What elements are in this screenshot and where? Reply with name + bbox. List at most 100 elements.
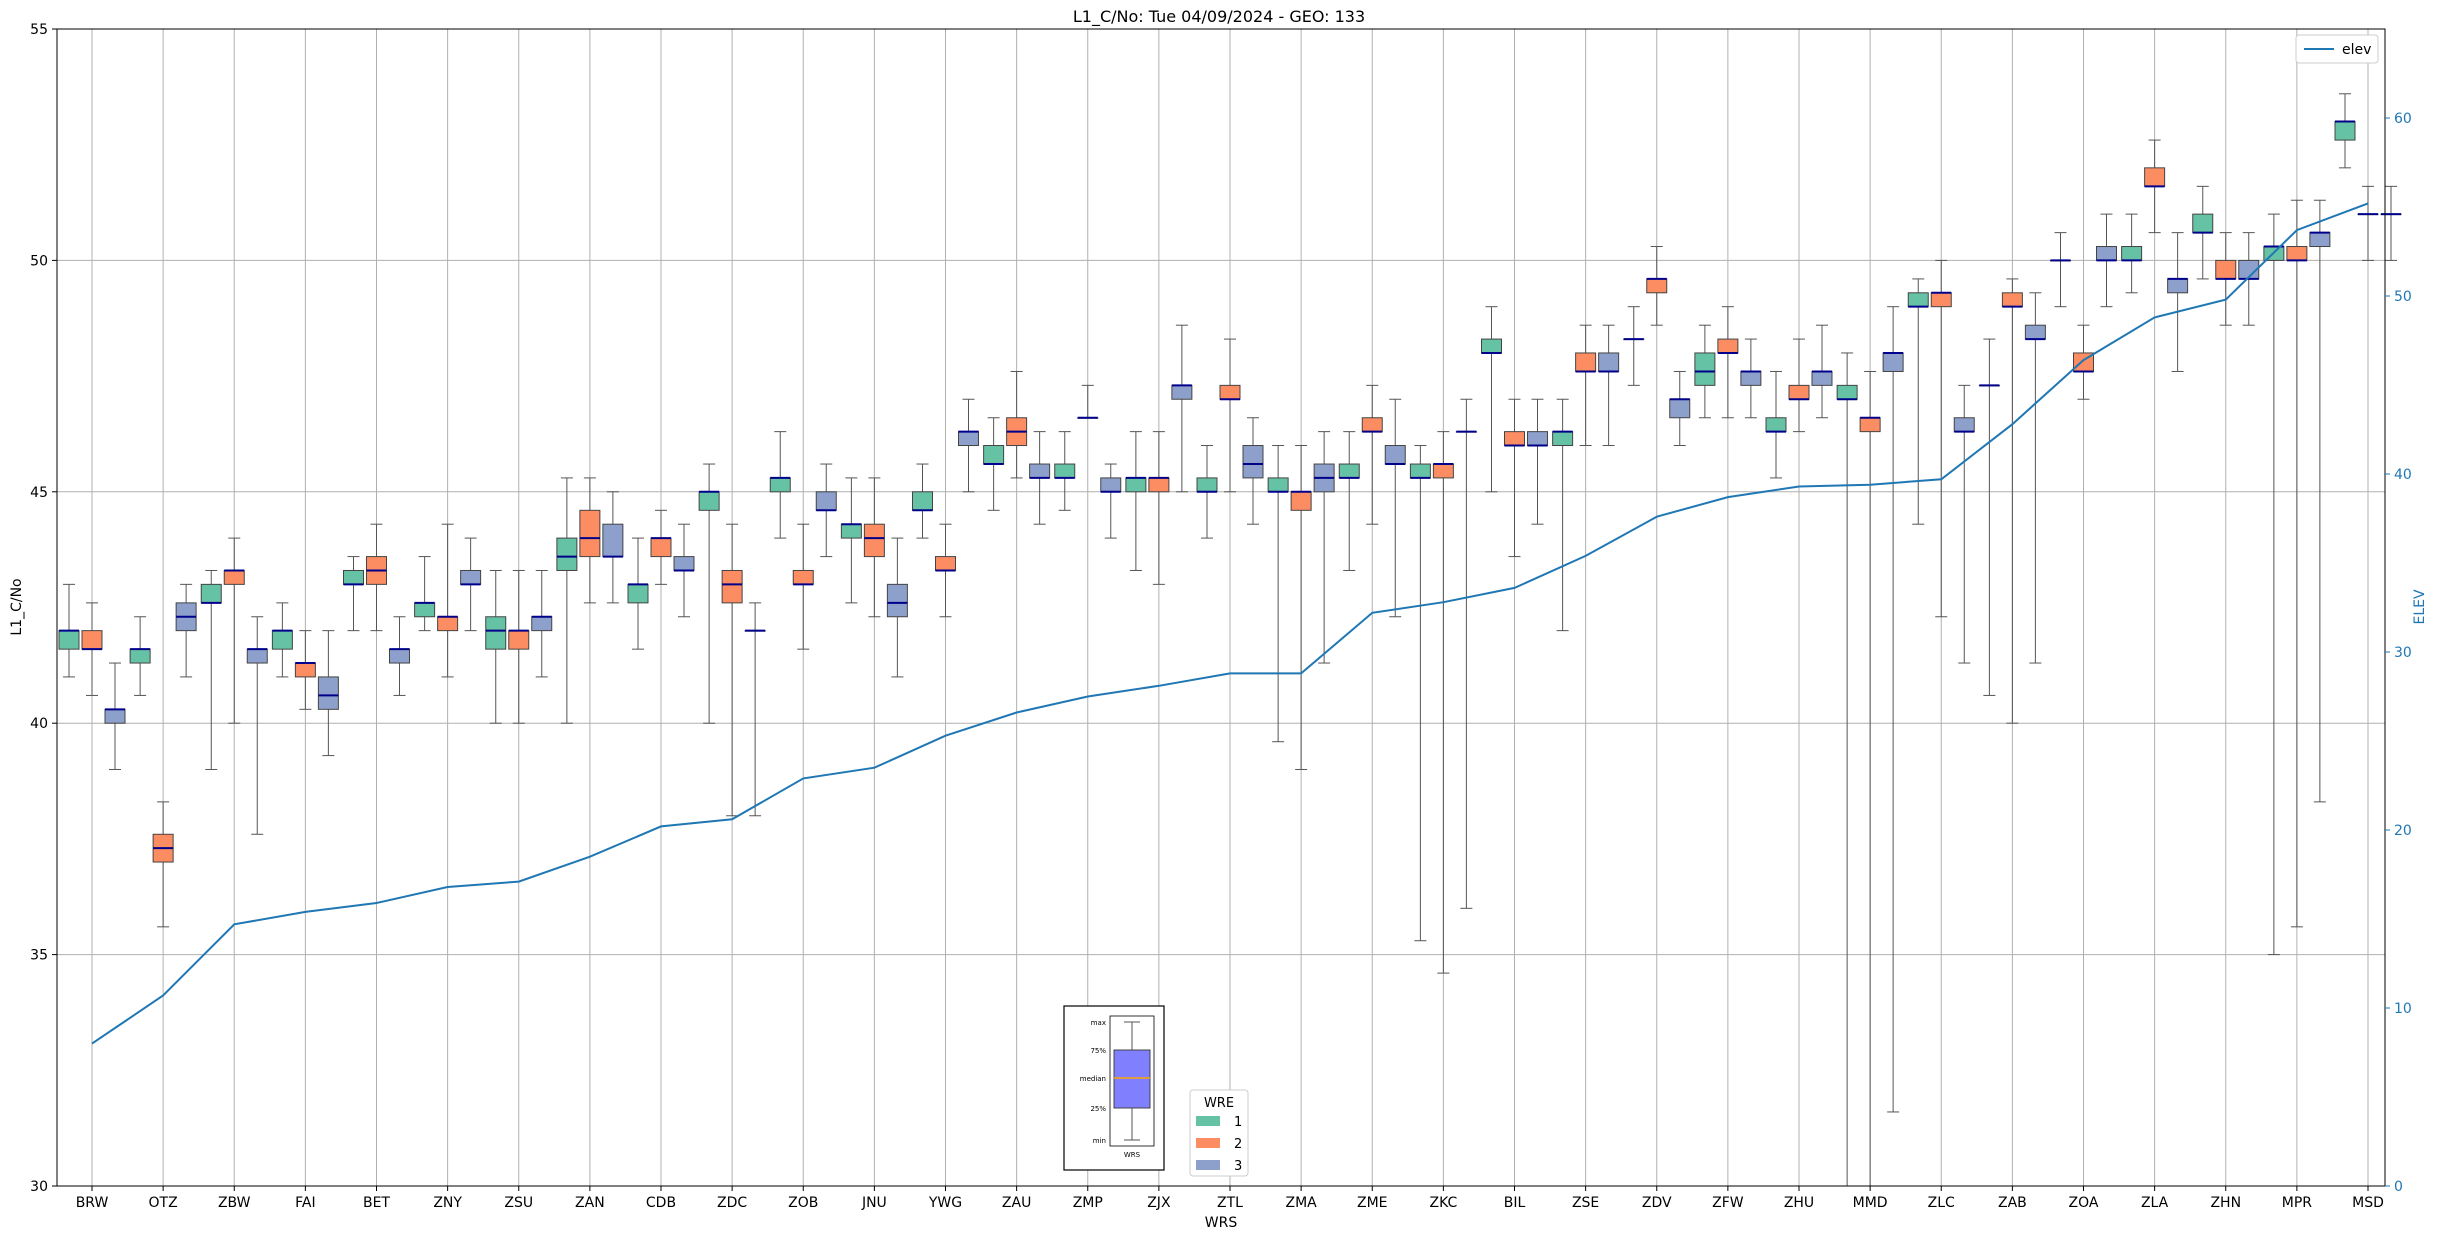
box-wre2-zny xyxy=(437,523,459,678)
box-body xyxy=(886,583,908,618)
box-body xyxy=(2309,232,2331,248)
box-wre2-mmd xyxy=(1859,370,1881,1186)
box-wre1-zdc xyxy=(698,463,720,724)
box-body xyxy=(531,616,553,632)
box-wre3-mmd xyxy=(1882,306,1904,1113)
box-wre2-zkc xyxy=(1432,431,1454,974)
box-wre2-otz xyxy=(152,801,174,928)
box-body xyxy=(958,431,979,447)
elev-line xyxy=(91,202,2369,1045)
box-body xyxy=(2024,324,2046,340)
box-body xyxy=(58,630,80,650)
chart-title: L1_C/No: Tue 04/09/2024 - GEO: 133 xyxy=(1073,7,1365,27)
box-body xyxy=(104,708,126,724)
x-tick-label: ZME xyxy=(1357,1195,1388,1211)
box-body xyxy=(2167,278,2189,294)
box-body xyxy=(389,648,410,664)
x-tick-label: ZFW xyxy=(1712,1195,1744,1211)
box-wre2-zob xyxy=(792,523,814,650)
box-wre2-zmp xyxy=(1077,384,1099,419)
box-body xyxy=(2286,246,2308,261)
box-body xyxy=(2121,246,2143,261)
box-wre3-zkc xyxy=(1455,398,1477,909)
y-tick-label: 30 xyxy=(30,1179,48,1195)
box-wre1-zhu xyxy=(1765,370,1787,479)
box-body xyxy=(792,569,814,585)
x-tick-label: ZSE xyxy=(1572,1195,1599,1211)
box-wre1-zny xyxy=(414,556,436,632)
box-body xyxy=(1432,463,1454,479)
box-wre1-msd xyxy=(2334,93,2356,169)
y2-tick-label: 0 xyxy=(2394,1179,2403,1195)
box-body xyxy=(1694,352,1716,386)
box-body xyxy=(437,616,459,632)
x-tick-label: ZOB xyxy=(788,1195,818,1211)
x-tick-label: ZDC xyxy=(717,1195,747,1211)
box-wre1-zkc xyxy=(1409,445,1431,942)
box-wre2-zdc xyxy=(721,523,743,817)
wre-legend-label-3: 3 xyxy=(1234,1159,1242,1174)
x-tick-label: ZJX xyxy=(1147,1195,1171,1211)
box-wre3-zob xyxy=(815,463,837,558)
box-body xyxy=(246,648,268,664)
plot-frame xyxy=(56,28,2386,1187)
box-body xyxy=(1100,477,1122,493)
box-body xyxy=(1811,370,1833,386)
box-wre2-zjx xyxy=(1148,431,1170,585)
box-wre3-mpr xyxy=(2309,199,2331,803)
x-tick-label: FAI xyxy=(295,1195,315,1211)
box-body xyxy=(815,491,837,511)
box-body xyxy=(1740,370,1762,386)
box-wre1-zan xyxy=(556,477,578,724)
y2-tick-label: 20 xyxy=(2394,823,2412,839)
box-body xyxy=(223,569,245,585)
box-wre3-zfw xyxy=(1740,338,1762,419)
wre-legend-label-1: 1 xyxy=(1234,1115,1242,1130)
x-tick-label: ZDV xyxy=(1642,1195,1672,1211)
box-body xyxy=(1765,417,1787,433)
y-axis-label: L1_C/No xyxy=(9,578,25,635)
box-wre3-ywg xyxy=(958,398,979,493)
box-wre3-cdb xyxy=(673,523,695,618)
box-wre2-msd xyxy=(2357,185,2379,261)
box-wre3-zjx xyxy=(1171,324,1193,493)
box-wre2-zla xyxy=(2144,139,2166,234)
x-tick-label: MSD xyxy=(2352,1195,2384,1211)
box-wre1-mmd xyxy=(1836,352,1858,1186)
box-body xyxy=(1125,477,1147,493)
box-wre1-zab xyxy=(1978,338,2000,696)
box-body xyxy=(650,537,672,558)
box-wre2-mpr xyxy=(2286,199,2308,928)
box-body xyxy=(271,630,293,650)
box-body xyxy=(1953,417,1975,433)
box-body xyxy=(1717,338,1739,354)
box-wre2-ywg xyxy=(935,523,956,618)
box-body xyxy=(602,523,624,558)
box-body xyxy=(1575,352,1597,372)
box-wre1-zoa xyxy=(2050,232,2071,308)
box-body xyxy=(1148,477,1170,493)
x-tick-label: ZKC xyxy=(1429,1195,1457,1211)
x-tick-label: ZAU xyxy=(1002,1195,1031,1211)
box-wre3-zma xyxy=(1313,431,1335,664)
box-body xyxy=(2334,121,2356,141)
box-wre3-zny xyxy=(460,537,482,632)
box-body xyxy=(1836,384,1858,400)
x-tick-label: ZHN xyxy=(2210,1195,2241,1211)
x-tick-label: ZNY xyxy=(433,1195,462,1211)
box-wre3-zoa xyxy=(2096,213,2117,308)
box-wre1-zdv xyxy=(1623,306,1645,386)
x-tick-label: ZLC xyxy=(1928,1195,1955,1211)
elev-legend-frame xyxy=(2295,34,2379,64)
box-wre1-otz xyxy=(129,616,151,696)
box-body xyxy=(1859,417,1881,433)
x-tick-label: ZSU xyxy=(504,1195,533,1211)
box-wre3-ztl xyxy=(1242,417,1264,525)
x-tick-label: ZAN xyxy=(575,1195,605,1211)
x-tick-label: ZMP xyxy=(1073,1195,1103,1211)
box-body xyxy=(343,569,364,585)
x-tick-label: BRW xyxy=(76,1195,109,1211)
box-wre3-zbw xyxy=(246,616,268,835)
inset-xlabel: WRS xyxy=(1124,1151,1141,1159)
box-body xyxy=(1527,431,1548,447)
